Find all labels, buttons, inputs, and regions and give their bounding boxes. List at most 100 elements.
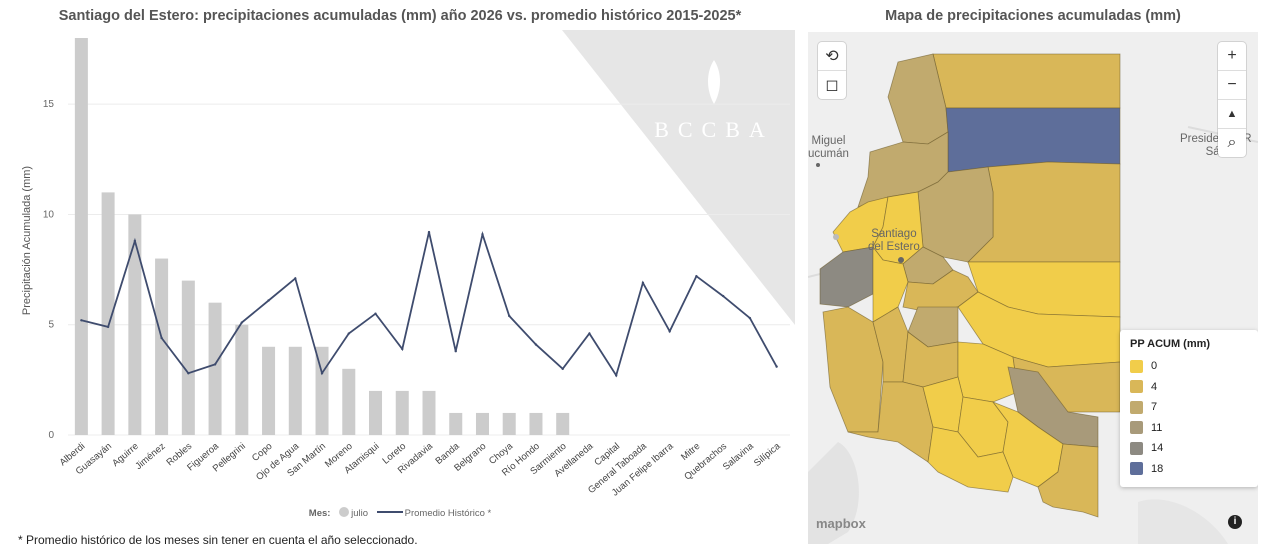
line-point [347,332,350,335]
bar [74,38,88,435]
district-juan-felipe-ibarra [1037,443,1099,518]
district-guasayan [819,246,874,308]
place-label-miguel: Miguel ucumán [808,135,849,160]
rotate-icon[interactable]: ⟲ [818,42,846,71]
y-axis-label: Precipitación Acumulada (mm) [21,166,33,315]
line-point [106,325,110,329]
map-canvas[interactable] [808,32,1258,544]
line-point [561,367,564,371]
line-point [80,319,83,322]
zoom-out-button[interactable]: − [1218,71,1246,100]
line-point [320,372,324,375]
legend-line-swatch [376,511,403,513]
legend-label: Mes: [308,508,331,519]
zoom-in-button[interactable]: + [1218,42,1246,71]
chart-title: Santiago del Estero: precipitaciones acu… [58,8,742,24]
line-point [187,372,190,375]
map-zoom-controls: + − ▲ ⌕ [1218,42,1246,157]
search-location-icon[interactable]: ⌕ [1227,134,1237,151]
line-point [588,332,591,335]
line-point [748,316,752,320]
map-legend-item[interactable]: 0 [1130,356,1248,377]
bar [235,324,249,435]
map-legend: PP ACUM (mm) 0 4 7 11 14 18 [1120,330,1258,487]
bar [101,192,115,435]
district-north-east [932,53,1121,109]
line-point [508,314,511,318]
map-legend-label: 11 [1151,421,1163,434]
map-legend-swatch [1130,380,1143,394]
line-point [401,347,404,351]
bar [422,390,436,435]
map-legend-item[interactable]: 4 [1130,377,1248,398]
watermark-wheat-icon [708,60,720,104]
bar [262,346,276,435]
map-legend-label: 7 [1151,401,1158,414]
line-point [133,239,137,243]
chart-legend: Mes: julio Promedio Histórico * [0,507,800,519]
bar [502,412,516,435]
watermark-triangle [562,30,795,325]
bar [369,390,383,435]
map-tools: ⟲ ◻ [818,42,846,99]
map-legend-swatch [1130,462,1143,476]
place-label-santiago: Santiago del Estero [868,228,920,253]
line-point [668,330,671,333]
bar [529,412,543,435]
y-tick-label: 15 [43,99,55,110]
bar [288,346,302,435]
bar [181,280,195,435]
footnote: * Promedio histórico de los meses sin te… [18,533,418,547]
line-point [294,277,297,280]
district-copo [945,107,1121,173]
map-legend-label: 14 [1151,442,1164,455]
mapbox-logo[interactable]: mapbox [816,516,866,531]
bar [475,412,489,435]
district-robles [872,245,909,323]
line-point [614,374,618,377]
y-tick-label: 10 [43,209,55,220]
legend-line-series[interactable]: Promedio Histórico * [404,508,492,519]
legend-bar-series[interactable]: julio [351,508,368,519]
line-point [374,312,377,315]
map-legend-item[interactable]: 18 [1130,459,1248,480]
map-legend-item[interactable]: 14 [1130,438,1248,459]
x-tick-label: Salavina [721,440,757,472]
watermark-text: BCCBA [654,117,774,142]
map-legend-item[interactable]: 11 [1130,418,1248,439]
line-point [641,281,645,285]
map-legend-swatch [1130,359,1143,373]
info-icon[interactable]: i [1228,515,1242,529]
line-point [721,294,725,298]
map-legend-title: PP ACUM (mm) [1130,338,1211,350]
compass-icon[interactable]: ▲ [1218,100,1246,129]
map-legend-swatch [1130,441,1143,455]
map-title: Mapa de precipitaciones acumuladas (mm) [885,8,1181,24]
y-tick-label: 0 [48,430,54,441]
line-point [427,230,431,234]
legend-bar-swatch [339,507,350,517]
bar [155,258,169,435]
choropleth-map[interactable]: Santiago del Estero Miguel ucumán Presid… [808,32,1258,544]
bar [342,368,356,435]
line-point [454,349,457,353]
select-box-icon[interactable]: ◻ [825,77,839,94]
chart-panel: Santiago del Estero: precipitaciones acu… [0,0,800,547]
map-legend-item[interactable]: 7 [1130,397,1248,418]
bar [395,390,409,435]
map-legend-swatch [1130,400,1143,414]
y-tick-label: 5 [48,320,54,331]
line-point [267,299,270,302]
line-point [775,365,778,368]
bar [449,412,463,435]
x-tick-label: Silípica [752,440,783,469]
district-salavina [927,426,1014,493]
bar [128,214,142,435]
line-point [240,321,244,324]
bar [556,412,570,435]
line-point [160,336,163,340]
map-legend-swatch [1130,421,1143,435]
x-tick-label: Jiménez [133,441,167,472]
line-point [481,233,484,236]
